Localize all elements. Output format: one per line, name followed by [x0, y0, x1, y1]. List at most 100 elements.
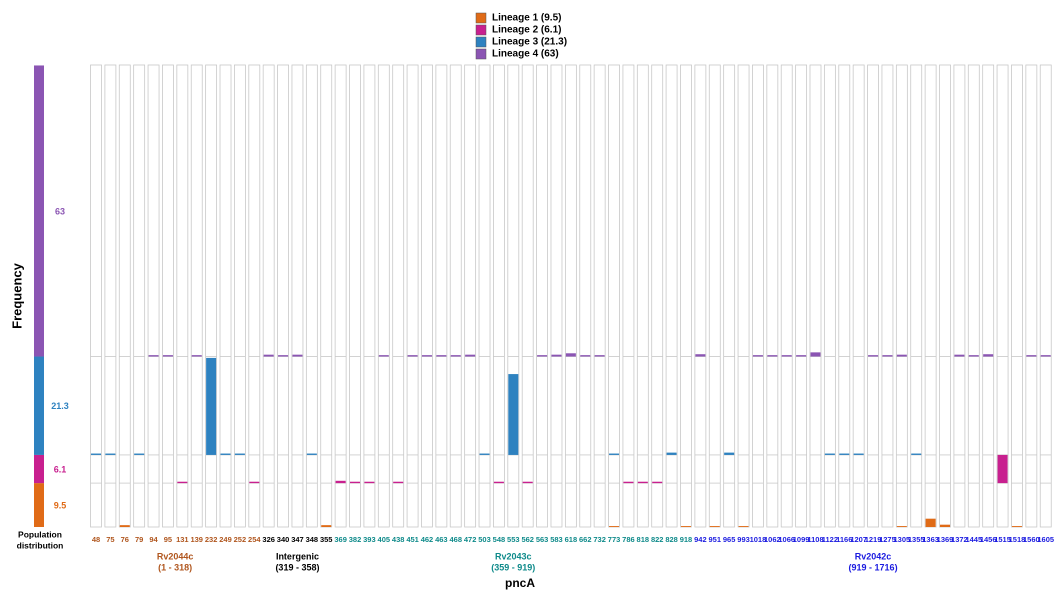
x-tick-label: 1518 [1009, 535, 1026, 544]
x-tick-label: 451 [406, 535, 419, 544]
frequency-bar [206, 357, 217, 455]
frequency-bar [968, 355, 979, 357]
legend-label: Lineage 1 (9.5) [492, 13, 561, 24]
frequency-bar [896, 526, 907, 527]
region-name: Rv2042c [855, 551, 892, 561]
column-frame [507, 64, 520, 528]
frequency-bar [378, 355, 389, 357]
column-frame [133, 64, 146, 528]
frequency-bar [896, 354, 907, 357]
column-frame [521, 64, 534, 528]
column-frame [320, 64, 333, 528]
x-tick-label: 662 [579, 535, 592, 544]
column-frame [694, 64, 707, 528]
x-tick-label: 1605 [1037, 535, 1054, 544]
frequency-bar [350, 481, 361, 484]
region-name: Rv2043c [495, 551, 532, 561]
x-tick-label: 1018 [750, 535, 767, 544]
frequency-bar [393, 481, 404, 484]
column-frame [953, 64, 966, 528]
legend-swatch [475, 36, 487, 48]
frequency-bar [623, 481, 634, 484]
legend-label: Lineage 4 (63) [492, 49, 559, 60]
x-tick-label: 79 [135, 535, 143, 544]
column-frame [262, 64, 275, 528]
column-frame [478, 64, 491, 528]
frequency-bar [695, 354, 706, 357]
column-frame [795, 64, 808, 528]
frequency-bar [652, 481, 663, 484]
column-frame [334, 64, 347, 528]
column-frame [939, 64, 951, 528]
x-tick-label: 254 [248, 535, 261, 544]
column-frame [464, 64, 477, 528]
x-tick-label: 993 [737, 535, 750, 544]
column-frame [996, 64, 1009, 528]
region-range: (919 - 1716) [849, 562, 898, 572]
column-frame [277, 64, 289, 528]
population-label: 21.3 [51, 401, 69, 411]
frequency-bar [421, 355, 432, 357]
frequency-bar [781, 355, 792, 357]
population-segment [34, 65, 44, 357]
frequency-bar [537, 355, 548, 357]
legend-swatch [475, 12, 487, 24]
column-frame [881, 64, 894, 528]
column-frame [147, 64, 160, 528]
frequency-bar [925, 518, 936, 527]
legend-label: Lineage 2 (6.1) [492, 25, 561, 36]
column-frame [680, 64, 692, 528]
x-tick-label: 94 [149, 535, 158, 544]
x-tick-label: 249 [219, 535, 232, 544]
frequency-bar [1026, 355, 1037, 357]
x-tick-label: 1515 [994, 535, 1011, 544]
x-tick-label: 503 [478, 535, 491, 544]
frequency-bar [105, 453, 116, 455]
column-frame [1025, 64, 1038, 528]
column-frame [190, 64, 203, 528]
x-tick-label: 583 [550, 535, 563, 544]
column-frame [406, 64, 419, 528]
region-range: (1 - 318) [158, 562, 192, 572]
frequency-bar [191, 355, 202, 357]
x-tick-label: 828 [665, 535, 678, 544]
frequency-bar [954, 354, 965, 357]
column-frame [780, 64, 793, 528]
frequency-bar [162, 355, 173, 357]
frequency-bar [450, 355, 461, 357]
x-tick-label: 1355 [908, 535, 925, 544]
x-tick-label: 1560 [1023, 535, 1040, 544]
frequency-bar [551, 354, 562, 357]
frequency-bar [1011, 526, 1022, 527]
x-tick-label: 340 [277, 535, 290, 544]
x-tick-label: 355 [320, 535, 333, 544]
frequency-bar [565, 353, 576, 357]
frequency-bar [407, 355, 418, 357]
column-frame [651, 64, 664, 528]
frequency-bar [234, 453, 245, 455]
x-tick-label: 1122 [822, 535, 838, 544]
column-frame [708, 64, 721, 528]
column-frame [176, 64, 189, 528]
x-tick-label: 1372 [951, 535, 968, 544]
column-frame [349, 64, 361, 528]
frequency-bar [119, 525, 130, 527]
x-tick-label: 393 [363, 535, 376, 544]
column-frame [449, 64, 462, 528]
frequency-bar [493, 481, 504, 484]
column-frame [248, 64, 261, 528]
x-tick-label: 463 [435, 535, 448, 544]
x-tick-label: 1062 [764, 535, 781, 544]
region-range: (359 - 919) [491, 562, 535, 572]
x-tick-label: 818 [637, 535, 650, 544]
column-frame [982, 64, 995, 528]
column-frame [737, 64, 750, 528]
column-frame [809, 64, 822, 528]
x-tick-label: 562 [521, 535, 534, 544]
column-frame [766, 64, 779, 528]
x-tick-label: 1166 [836, 535, 852, 544]
column-frame [493, 64, 505, 528]
population-label: 6.1 [54, 464, 67, 474]
frequency-bar [364, 481, 375, 484]
x-tick-label: 942 [694, 535, 707, 544]
